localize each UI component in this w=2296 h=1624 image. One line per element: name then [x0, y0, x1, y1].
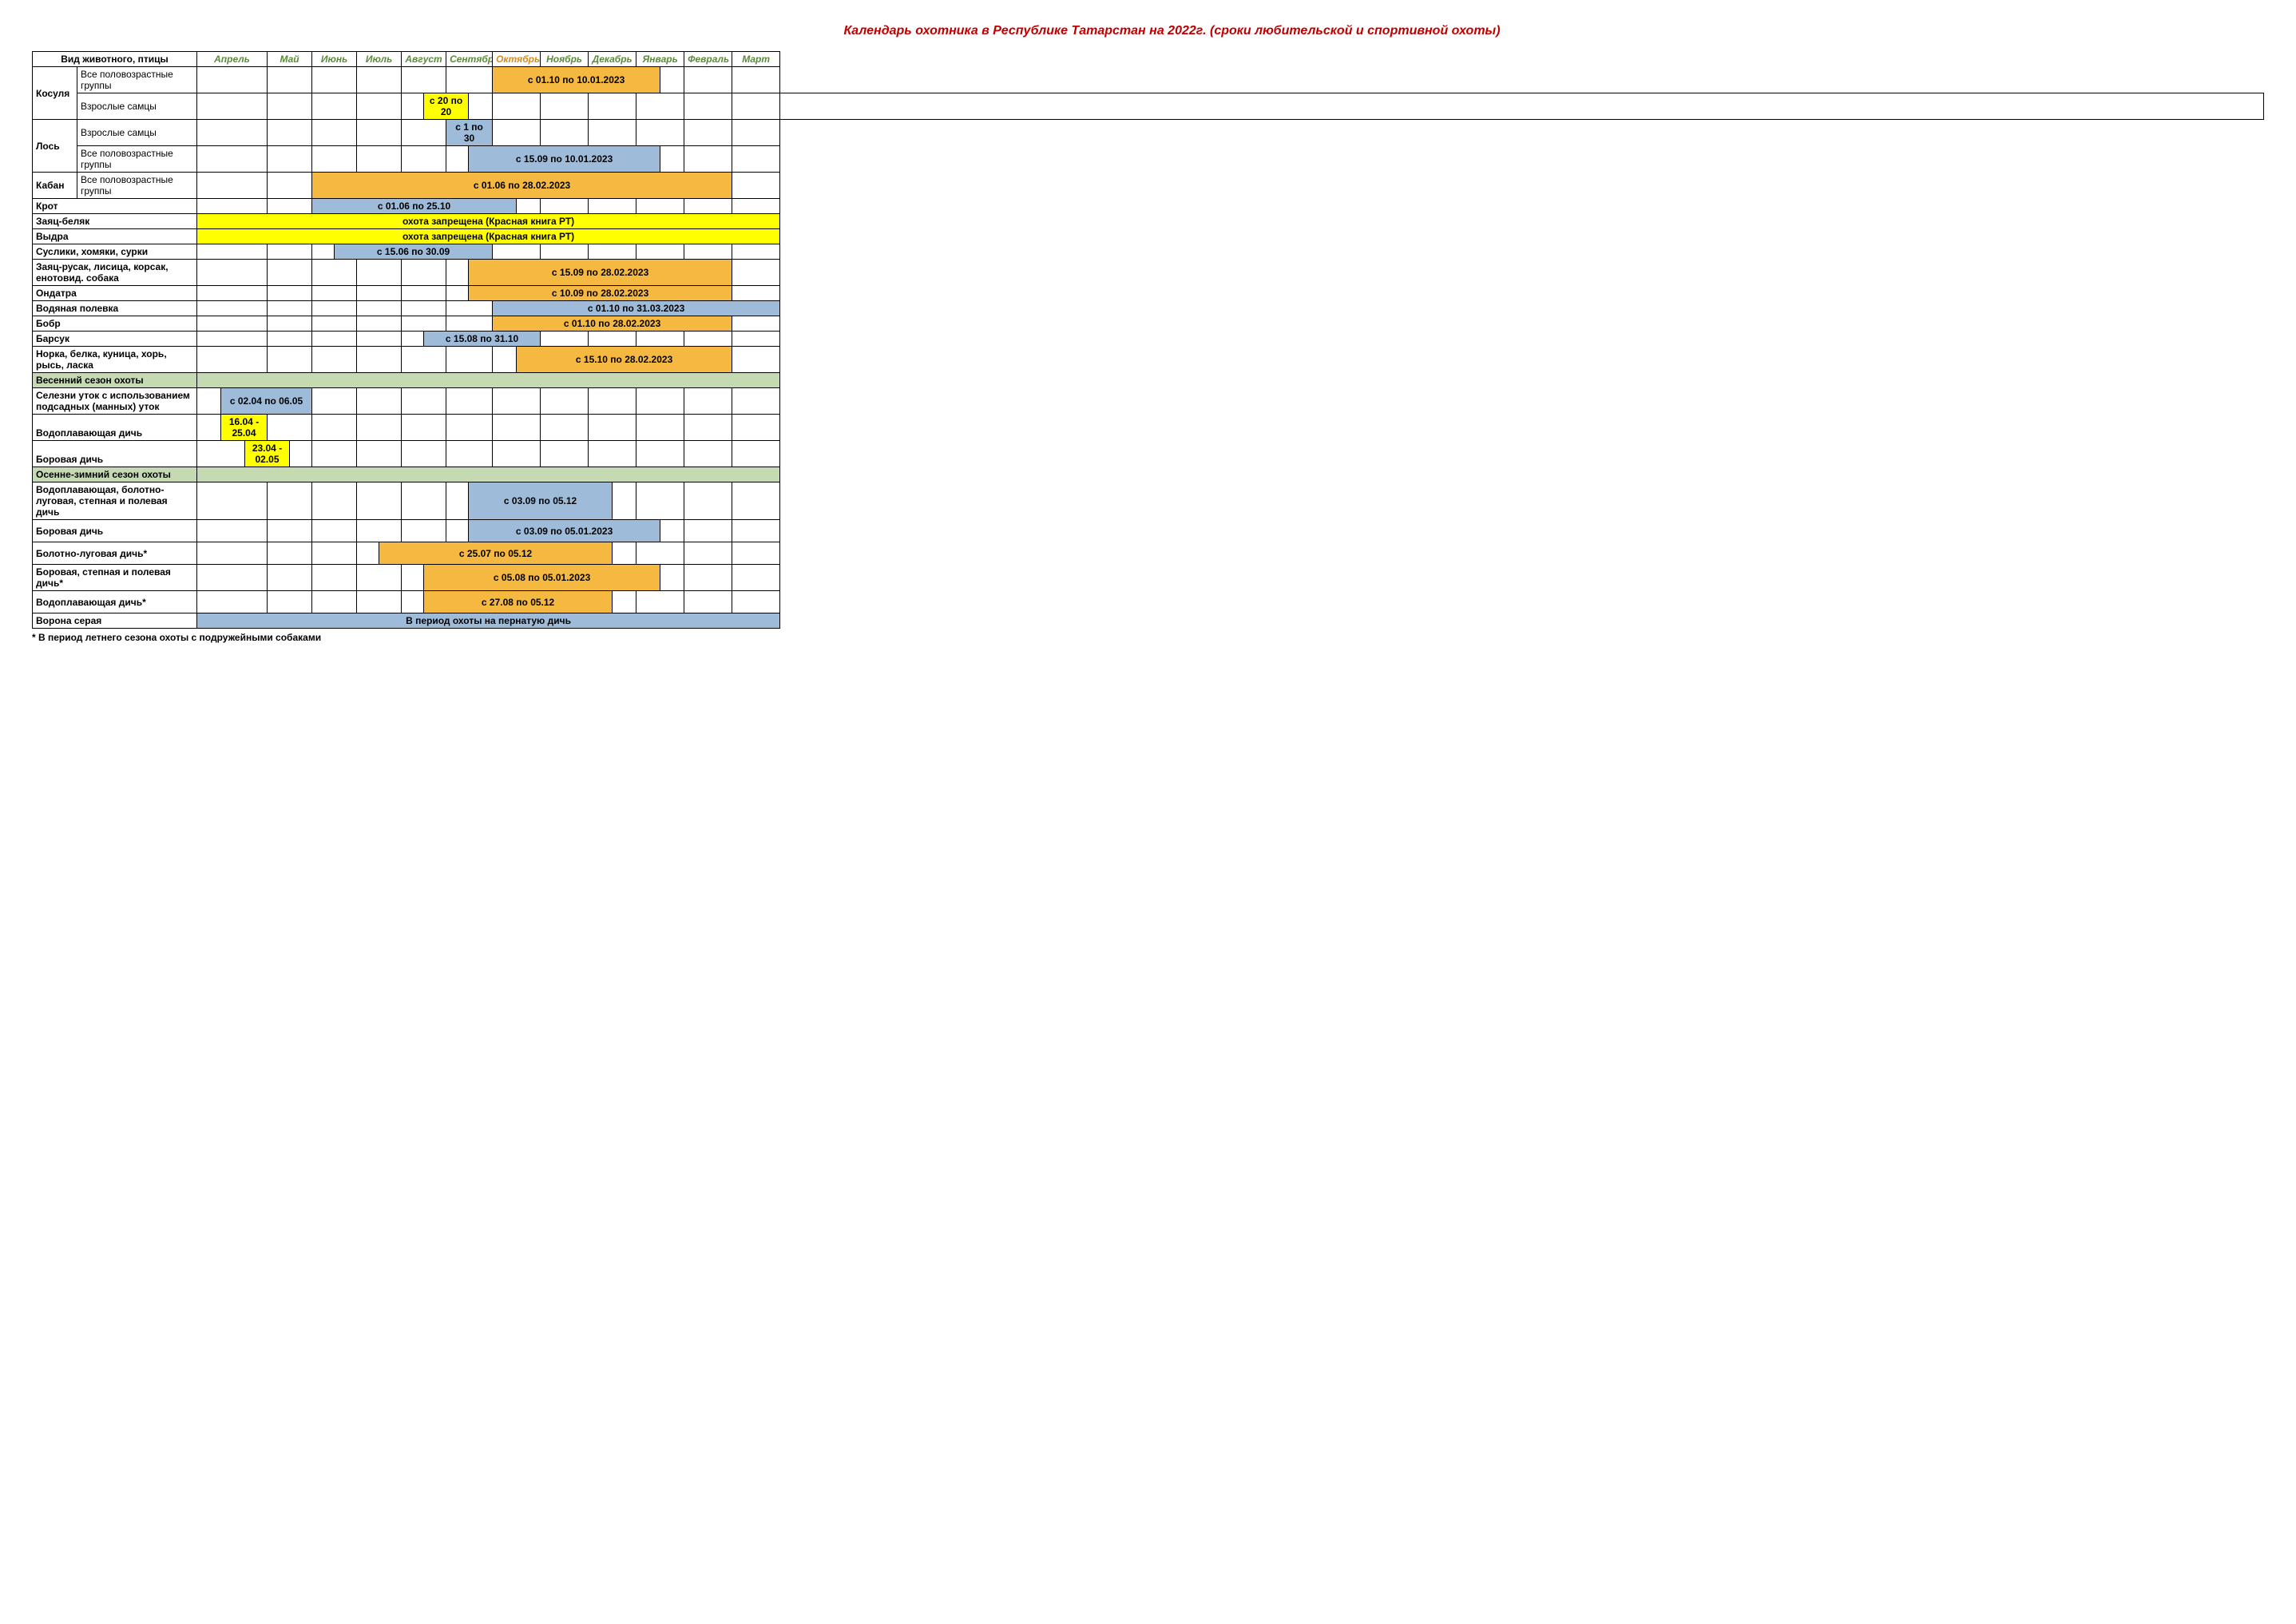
month-sep: Сентябрь [446, 52, 493, 67]
month-jan: Январь [636, 52, 684, 67]
table-row: Взрослые самцы с 20 по 20 [33, 93, 2264, 120]
table-row: Крот с 01.06 по 25.10 [33, 199, 2264, 214]
month-apr: Апрель [197, 52, 268, 67]
species-krot: Крот [33, 199, 197, 214]
osen-label: Осенне-зимний сезон охоты [33, 467, 197, 482]
borovaya-period: 23.04 - 02.05 [245, 441, 290, 467]
species-kaban: Кабан [33, 173, 77, 199]
table-row: Боровая, степная и полевая дичь* с 05.08… [33, 565, 2264, 591]
table-row: Суслики, хомяки, сурки с 15.06 по 30.09 [33, 244, 2264, 260]
vesna-label: Весенний сезон охоты [33, 373, 197, 388]
table-row: Ондатра с 10.09 по 28.02.2023 [33, 286, 2264, 301]
table-row: Косуля Все половозрастные группы с 01.10… [33, 67, 2264, 93]
table-row: Селезни уток с использованием подсадных … [33, 388, 2264, 415]
species-vodyanaya: Водяная полевка [33, 301, 197, 316]
barsuk-period: с 15.08 по 31.10 [424, 332, 541, 347]
vodyanaya-period: с 01.10 по 31.03.2023 [493, 301, 780, 316]
table-row: Боровая дичь с 03.09 по 05.01.2023 [33, 520, 2264, 542]
species-borovaya-step: Боровая, степная и полевая дичь* [33, 565, 197, 591]
month-feb: Февраль [684, 52, 732, 67]
section-spring: Весенний сезон охоты [33, 373, 2264, 388]
species-zayac-belyak: Заяц-беляк [33, 214, 197, 229]
species-bobr: Бобр [33, 316, 197, 332]
table-row: Все половозрастные группы с 15.09 по 10.… [33, 146, 2264, 173]
los-all-period: с 15.09 по 10.01.2023 [469, 146, 660, 173]
vorona-period: В период охоты на пернатую дичь [197, 613, 780, 629]
month-may: Май [268, 52, 312, 67]
krot-period: с 01.06 по 25.10 [312, 199, 517, 214]
species-vorona: Ворона серая [33, 613, 197, 629]
vydra-period: охота запрещена (Красная книга РТ) [197, 229, 780, 244]
table-row: Бобр с 01.10 по 28.02.2023 [33, 316, 2264, 332]
table-row: Болотно-луговая дичь* с 25.07 по 05.12 [33, 542, 2264, 565]
kosulya-male-period: с 20 по 20 [424, 93, 469, 120]
table-row: Водоплавающая дичь 16.04 - 25.04 [33, 415, 2264, 441]
page-title: Календарь охотника в Республике Татарста… [80, 24, 2264, 38]
table-row: Заяц-русак, лисица, корсак, енотовид. со… [33, 260, 2264, 286]
table-row: Лось Взрослые самцы с 1 по 30 [33, 120, 2264, 146]
footnote: * В период летнего сезона охоты с подруж… [32, 632, 2264, 643]
month-dec: Декабрь [589, 52, 636, 67]
table-row: Водоплавающая дичь* с 27.08 по 05.12 [33, 591, 2264, 613]
susliki-period: с 15.06 по 30.09 [335, 244, 493, 260]
table-row: Водяная полевка с 01.10 по 31.03.2023 [33, 301, 2264, 316]
species-bolotno: Болотно-луговая дичь* [33, 542, 197, 565]
species-norka: Норка, белка, куница, хорь, рысь, ласка [33, 347, 197, 373]
species-vodoplav2: Водоплавающая дичь* [33, 591, 197, 613]
borovaya-step-period: с 05.08 по 05.01.2023 [424, 565, 660, 591]
species-susliki: Суслики, хомяки, сурки [33, 244, 197, 260]
hunting-calendar-table: Вид животного, птицы Апрель Май Июнь Июл… [32, 51, 2264, 629]
month-mar: Март [732, 52, 780, 67]
vodoplav-period: 16.04 - 25.04 [221, 415, 268, 441]
header-row: Вид животного, птицы Апрель Май Июнь Июл… [33, 52, 2264, 67]
los-male-label: Взрослые самцы [77, 120, 197, 146]
species-ondatra: Ондатра [33, 286, 197, 301]
kaban-period: с 01.06 по 28.02.2023 [312, 173, 732, 199]
kosulya-male-label: Взрослые самцы [77, 93, 197, 120]
species-vydra: Выдра [33, 229, 197, 244]
species-vodoplav-bolot: Водоплавающая, болотно-луговая, степная … [33, 482, 197, 520]
month-nov: Ноябрь [541, 52, 589, 67]
section-autumn: Осенне-зимний сезон охоты [33, 467, 2264, 482]
species-borovaya2: Боровая дичь [33, 520, 197, 542]
vodoplav-bolot-period: с 03.09 по 05.12 [469, 482, 613, 520]
table-row: Ворона серая В период охоты на пернатую … [33, 613, 2264, 629]
table-row: Водоплавающая, болотно-луговая, степная … [33, 482, 2264, 520]
norka-period: с 15.10 по 28.02.2023 [517, 347, 732, 373]
species-los: Лось [33, 120, 77, 173]
ondatra-period: с 10.09 по 28.02.2023 [469, 286, 732, 301]
species-barsuk: Барсук [33, 332, 197, 347]
vodoplav2-period: с 27.08 по 05.12 [424, 591, 613, 613]
species-selezni: Селезни уток с использованием подсадных … [33, 388, 197, 415]
kosulya-all-label: Все половозрастные группы [77, 67, 197, 93]
table-row: Боровая дичь 23.04 - 02.05 [33, 441, 2264, 467]
zayac-belyak-period: охота запрещена (Красная книга РТ) [197, 214, 780, 229]
species-borovaya: Боровая дичь [33, 441, 197, 467]
bolotno-period: с 25.07 по 05.12 [379, 542, 613, 565]
species-header: Вид животного, птицы [33, 52, 197, 67]
month-aug: Август [402, 52, 446, 67]
month-jun: Июнь [312, 52, 357, 67]
bobr-period: с 01.10 по 28.02.2023 [493, 316, 732, 332]
zayac-rusak-period: с 15.09 по 28.02.2023 [469, 260, 732, 286]
table-row: Заяц-беляк охота запрещена (Красная книг… [33, 214, 2264, 229]
selezni-period: с 02.04 по 06.05 [221, 388, 312, 415]
species-zayac-rusak: Заяц-русак, лисица, корсак, енотовид. со… [33, 260, 197, 286]
species-kosulya: Косуля [33, 67, 77, 120]
borovaya2-period: с 03.09 по 05.01.2023 [469, 520, 660, 542]
los-all-label: Все половозрастные группы [77, 146, 197, 173]
los-male-period: с 1 по 30 [446, 120, 493, 146]
table-row: Выдра охота запрещена (Красная книга РТ) [33, 229, 2264, 244]
kaban-all-label: Все половозрастные группы [77, 173, 197, 199]
table-row: Норка, белка, куница, хорь, рысь, ласка … [33, 347, 2264, 373]
table-row: Барсук с 15.08 по 31.10 [33, 332, 2264, 347]
month-oct: Октябрь [493, 52, 541, 67]
table-row: Кабан Все половозрастные группы с 01.06 … [33, 173, 2264, 199]
kosulya-all-period: с 01.10 по 10.01.2023 [493, 67, 660, 93]
species-vodoplav: Водоплавающая дичь [33, 415, 197, 441]
month-jul: Июль [357, 52, 402, 67]
